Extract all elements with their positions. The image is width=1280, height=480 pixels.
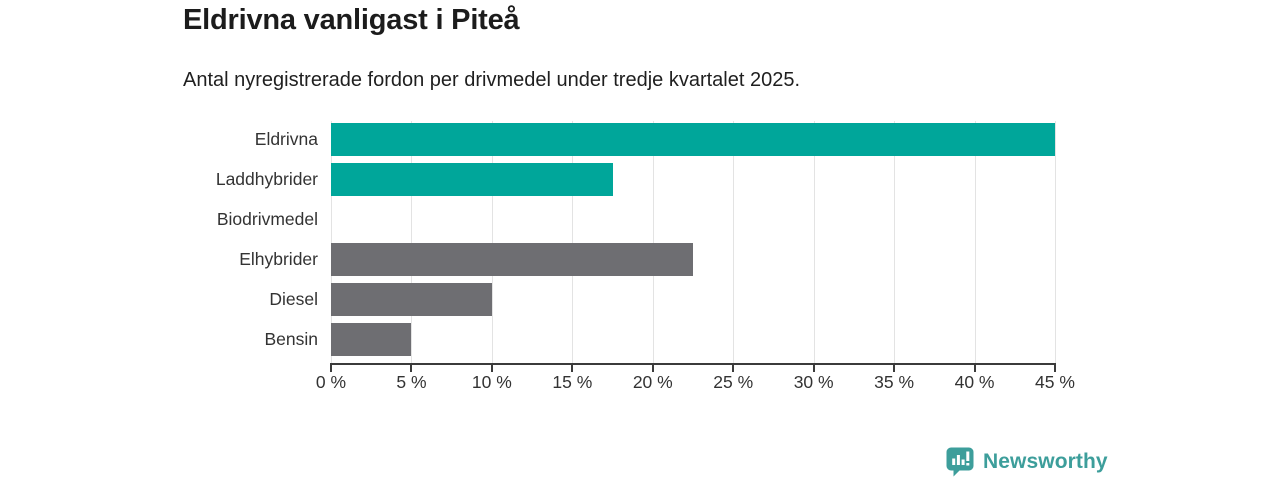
x-axis-tick	[1054, 363, 1056, 372]
x-axis-tick-label: 0 %	[315, 372, 347, 392]
category-label: Elhybrider	[239, 249, 318, 269]
x-axis-tick-label: 10 %	[471, 372, 512, 392]
x-axis-tick	[490, 363, 493, 372]
x-axis-tick	[410, 363, 413, 372]
gridline	[733, 121, 735, 364]
category-label: Bensin	[264, 329, 318, 349]
bar-diesel	[331, 283, 492, 316]
x-axis-tick-label: 30 %	[793, 372, 834, 392]
x-axis-tick	[330, 363, 332, 372]
x-axis-tick-label: 45 %	[1035, 372, 1075, 392]
bar-laddhybrider	[331, 163, 613, 196]
gridline	[411, 121, 413, 364]
bar-eldrivna	[331, 123, 1055, 156]
newsworthy-logo-text: Newsworthy	[983, 450, 1108, 473]
category-axis: Eldrivna Laddhybrider Biodrivmedel Elhybrid…	[0, 121, 318, 364]
x-axis-tick	[732, 363, 735, 372]
gridline	[572, 121, 574, 364]
gridline	[1055, 121, 1056, 364]
x-axis-tick-label: 5 %	[396, 372, 427, 392]
x-axis-tick	[893, 363, 896, 372]
plot-area	[331, 121, 1056, 364]
chart-subtitle: Antal nyregistrerade fordon per drivmede…	[183, 69, 801, 91]
x-axis-tick-label: 25 %	[713, 372, 754, 392]
category-label: Laddhybrider	[215, 169, 318, 189]
gridline	[894, 121, 896, 364]
x-axis-tick-label: 35 %	[874, 372, 915, 392]
x-axis-tick	[812, 363, 815, 372]
x-axis-tick	[571, 363, 574, 372]
category-label: Diesel	[269, 289, 318, 309]
bar-elhybrider	[331, 243, 693, 276]
chart-title: Eldrivna vanligast i Piteå	[183, 4, 520, 36]
x-axis-tick-label: 20 %	[632, 372, 673, 392]
x-axis-tick-label: 15 %	[552, 372, 593, 392]
x-axis-line	[330, 363, 1056, 365]
category-label: Eldrivna	[254, 129, 318, 149]
gridline	[491, 121, 493, 364]
gridline	[331, 121, 332, 364]
x-axis-tick	[973, 363, 976, 372]
gridline	[652, 121, 654, 364]
gridline	[974, 121, 976, 364]
x-axis-tick-label: 40 %	[954, 372, 995, 392]
bar-bensin	[331, 323, 412, 356]
newsworthy-logo-icon	[946, 447, 974, 477]
branding: Newsworthy	[946, 447, 1108, 477]
gridline	[813, 121, 815, 364]
category-label: Biodrivmedel	[216, 209, 318, 229]
x-axis-tick	[651, 363, 654, 372]
